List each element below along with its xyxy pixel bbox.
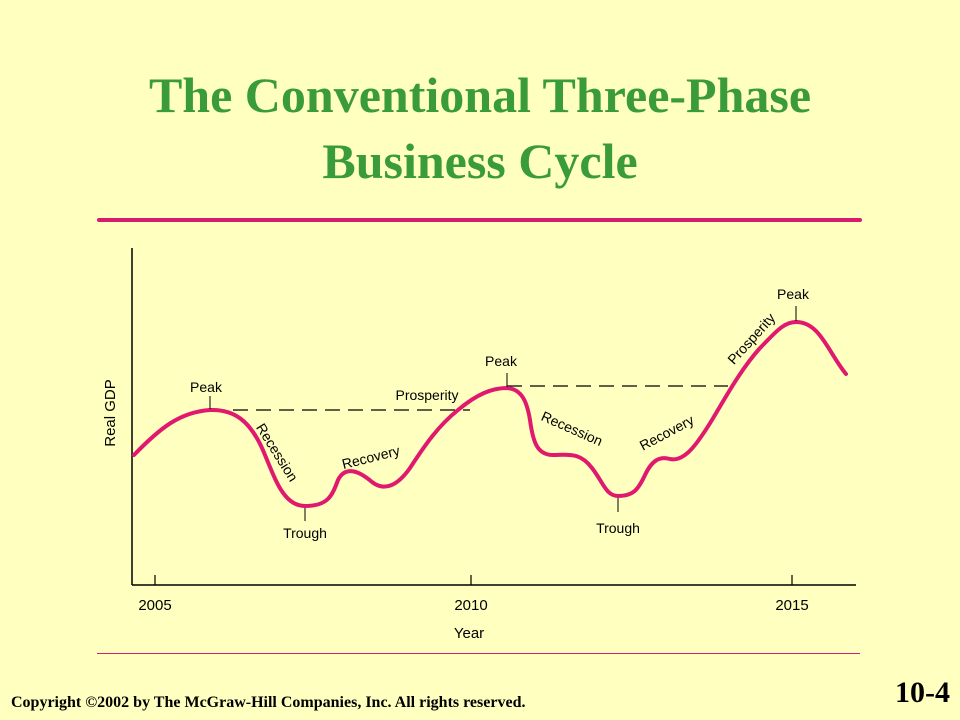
slide-number: 10-4 — [895, 676, 950, 710]
trough-label-1: Trough — [283, 525, 327, 541]
peak-label-1: Peak — [190, 379, 223, 395]
peak-label-2: Peak — [485, 353, 518, 369]
y-axis-label: Real GDP — [102, 379, 119, 447]
prosperity-label-1: Prosperity — [395, 387, 458, 403]
x-tick-label-2005: 2005 — [138, 597, 171, 614]
recession-label-1: Recession — [253, 420, 301, 484]
x-tick-label-2010: 2010 — [454, 597, 487, 614]
recession-label-2: Recession — [539, 408, 605, 449]
trough-label-2: Trough — [596, 520, 640, 536]
peak-label-3: Peak — [777, 286, 810, 302]
x-axis-label: Year — [454, 625, 484, 642]
recovery-label-1: Recovery — [340, 442, 401, 472]
footer-divider — [97, 653, 860, 654]
recovery-label-2: Recovery — [637, 412, 697, 454]
x-tick-label-2015: 2015 — [775, 597, 808, 614]
copyright-notice: Copyright ©2002 by The McGraw-Hill Compa… — [11, 694, 525, 712]
